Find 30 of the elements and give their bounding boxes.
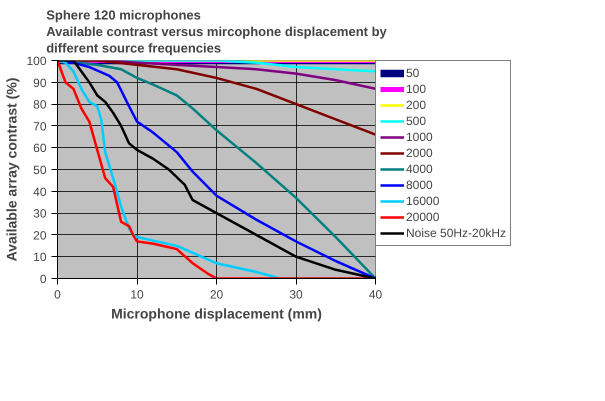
legend-label: 200: [406, 97, 426, 113]
y-tick-label: 30: [33, 206, 47, 221]
x-tick-label: 40: [368, 288, 382, 302]
y-tick-label: 0: [40, 272, 47, 286]
y-axis-title: Available array contrast (%): [3, 78, 20, 262]
y-tick-label: 80: [33, 98, 47, 112]
x-tick-label: 0: [54, 288, 62, 302]
legend-label: 4000: [406, 161, 433, 177]
x-axis-title: Microphone displacement (mm): [111, 306, 322, 322]
legend-label: 8000: [406, 177, 433, 193]
y-tick-label: 70: [33, 119, 47, 134]
legend-label: 50: [406, 65, 420, 81]
legend-label: 500: [406, 113, 426, 129]
legend-label: 1000: [406, 129, 433, 145]
y-tick-label: 60: [33, 141, 47, 156]
legend-label: Noise 50Hz-20kHz: [406, 225, 506, 241]
y-tick-label: 40: [33, 184, 47, 199]
y-tick-label: 20: [33, 228, 47, 242]
legend-label: 16000: [406, 193, 440, 209]
y-tick-label: 100: [26, 54, 47, 68]
legend-label: 2000: [406, 145, 433, 161]
y-tick-label: 90: [33, 76, 47, 90]
x-tick-label: 10: [130, 288, 144, 302]
chart-title: Sphere 120 microphones Available contrast versus mircophone displacement by different source frequencies: [46, 8, 388, 56]
x-tick-label: 30: [289, 288, 303, 302]
legend-label: 100: [406, 81, 426, 97]
legend-label: 20000: [406, 209, 440, 225]
y-tick-label: 10: [33, 250, 47, 264]
y-tick-label: 50: [33, 163, 47, 177]
x-tick-label: 20: [210, 288, 224, 302]
